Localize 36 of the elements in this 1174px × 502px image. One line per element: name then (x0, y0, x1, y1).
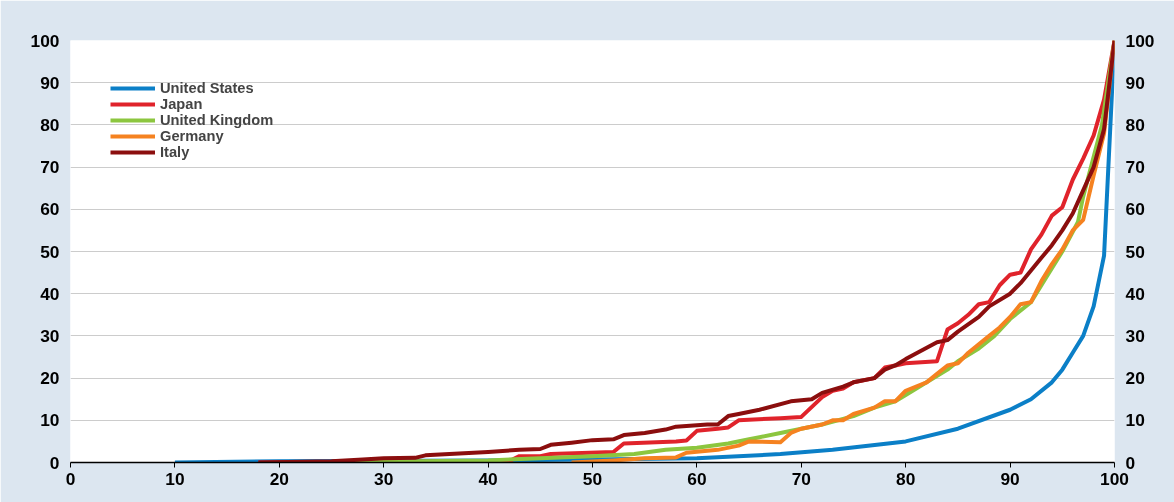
y-tick-label: 10 (40, 410, 60, 431)
y-tick-label: 20 (40, 368, 60, 389)
x-tick-label: 10 (165, 468, 185, 489)
y2-tick-label: 30 (1125, 325, 1145, 346)
y-tick-label: 70 (40, 157, 60, 178)
legend-label: Italy (160, 144, 190, 160)
x-tick-label: 20 (269, 468, 289, 489)
y2-tick-label: 100 (1125, 30, 1155, 51)
y2-tick-label: 70 (1125, 157, 1145, 178)
x-tick-label: 70 (791, 468, 811, 489)
y-tick-label: 40 (40, 283, 60, 304)
legend-label: United Kingdom (160, 112, 274, 128)
y-tick-label: 80 (40, 114, 60, 135)
y2-tick-label: 20 (1125, 368, 1145, 389)
y-tick-label: 100 (30, 30, 60, 51)
y-tick-label: 90 (40, 72, 60, 93)
x-tick-label: 30 (374, 468, 394, 489)
legend-label: Germany (160, 128, 224, 144)
x-tick-label: 50 (582, 468, 603, 489)
legend-label: Japan (160, 96, 203, 112)
x-tick-label: 80 (896, 468, 916, 489)
y2-tick-label: 90 (1125, 72, 1145, 93)
y2-tick-label: 80 (1125, 114, 1145, 135)
y-tick-label: 50 (40, 241, 60, 262)
y2-tick-label: 10 (1125, 410, 1145, 431)
y-tick-label: 60 (40, 199, 60, 220)
x-tick-label: 40 (478, 468, 498, 489)
legend-label: United States (160, 80, 254, 96)
y2-tick-label: 50 (1125, 241, 1145, 262)
x-tick-label: 90 (1000, 468, 1020, 489)
y2-tick-label: 60 (1125, 199, 1145, 220)
x-tick-label: 60 (687, 468, 707, 489)
x-tick-label: 0 (65, 468, 76, 489)
y-tick-label: 30 (40, 325, 60, 346)
y2-tick-label: 40 (1125, 283, 1145, 304)
y-tick-label: 0 (49, 452, 60, 473)
